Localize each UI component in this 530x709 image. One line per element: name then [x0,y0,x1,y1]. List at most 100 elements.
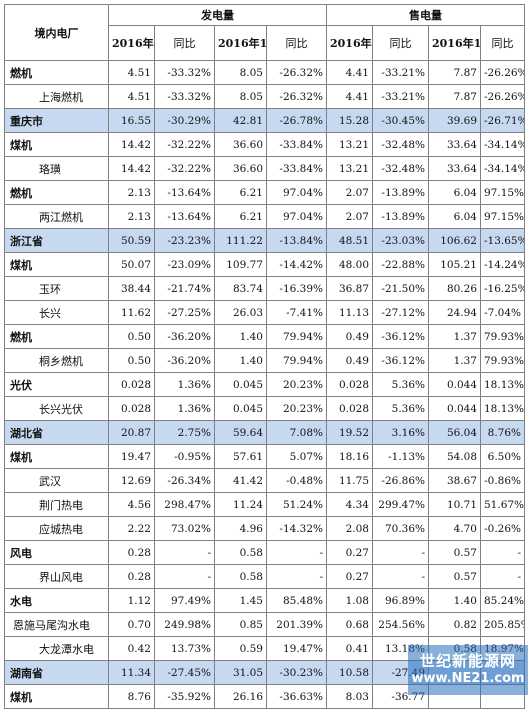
value-cell: 19.52 [326,420,373,445]
value-cell: 8.05 [214,60,267,85]
plant-name-cell: 浙江省 [4,228,109,253]
value-cell: -0.86% [480,468,525,493]
table-body: 燃机 4.51 -33.32% 8.05 -26.32% 4.41 -33.21% 7.87-… [4,60,525,709]
plant-name-cell: 燃机 [4,60,109,85]
value-cell: 5.36% [372,372,429,397]
value-cell: 79.94% [266,324,327,349]
plant-name-cell: 湖北省 [4,420,109,445]
table-row: 应城热电 2.22 73.02% 4.96 -14.32% 2.08 70.36% 4.70-… [4,516,525,541]
plant-name-cell: 荆门热电 [4,492,109,517]
value-cell: 85.24% [480,588,525,613]
value-cell: -33.21% [372,84,429,109]
value-cell: 0.85 [214,612,267,637]
value-cell: 51.24% [266,492,327,517]
value-cell: 97.04% [266,180,327,205]
value-cell: 1.40 [214,324,267,349]
value-cell: 6.21 [214,204,267,229]
table-row: 恩施马尾沟水电 0.70 249.98% 0.85 201.39% 0.68 254.56%… [4,612,525,637]
plant-name-cell: 燃机 [4,324,109,349]
value-cell: -1.13% [372,444,429,469]
value-cell: 83.74 [214,276,267,301]
table-row: 荆门热电 4.56 298.47% 11.24 51.24% 4.34 299.47% 10.… [4,492,525,517]
value-cell: 26.03 [214,300,267,325]
value-cell: 0.70 [108,612,155,637]
value-cell: 11.75 [326,468,373,493]
value-cell: -0.48% [266,468,327,493]
table-row: 煤机 19.47 -0.95% 57.61 5.07% 18.16 -1.13% 54.08 6… [4,444,525,469]
value-cell: -32.22% [154,132,215,157]
value-cell: 36.87 [326,276,373,301]
value-cell: -36.20% [154,324,215,349]
plant-name-cell: 武汉 [4,468,109,493]
value-cell: 0.044 [428,372,481,397]
value-cell: 50.59 [108,228,155,253]
value-cell: 39.69 [428,108,481,133]
plant-name-cell: 水电 [4,588,109,613]
value-cell: 5.07% [266,444,327,469]
table-row: 煤机 50.07 -23.09% 109.77 -14.42% 48.00 -22.88% 1… [4,252,525,277]
value-cell: 4.51 [108,84,155,109]
value-cell: - [154,564,215,589]
value-cell: 0.49 [326,348,373,373]
value-cell: 4.41 [326,60,373,85]
value-cell: 1.37 [428,324,481,349]
value-cell: 0.41 [326,636,373,661]
value-cell: 1.12 [108,588,155,613]
value-cell: 13.21 [326,156,373,181]
value-cell: 85.48% [266,588,327,613]
value-cell: 0.49 [326,324,373,349]
value-cell: 1.36% [154,396,215,421]
value-cell: 1.45 [214,588,267,613]
sub-header: 2016年1-6月 [428,25,481,61]
plant-name-cell: 风电 [4,540,109,565]
value-cell: 18.13% [480,396,525,421]
value-cell: 0.58 [214,564,267,589]
plant-name-cell: 煤机 [4,252,109,277]
sub-header: 同比 [154,25,215,61]
plant-name-cell: 珞璜 [4,156,109,181]
table-row: 两江燃机 2.13 -13.64% 6.21 97.04% 2.07 -13.89% 6.04… [4,204,525,229]
value-cell: -14.24% [480,252,525,277]
table-row: 桐乡燃机 0.50 -36.20% 1.40 79.94% 0.49 -36.12% 1.37… [4,348,525,373]
value-cell: -13.65% [480,228,525,253]
value-cell: -0.95% [154,444,215,469]
value-cell: 48.51 [326,228,373,253]
value-cell: -33.32% [154,60,215,85]
value-cell: 0.028 [108,372,155,397]
value-cell: -23.09% [154,252,215,277]
watermark-logo: 世纪新能源网 www.NE21.com [408,645,528,695]
value-cell: -26.34% [154,468,215,493]
value-cell: 2.13 [108,180,155,205]
plant-name-cell: 长兴 [4,300,109,325]
value-cell: 298.47% [154,492,215,517]
value-cell: 1.36% [154,372,215,397]
value-cell: 51.67% [480,492,525,517]
value-cell: 0.028 [326,396,373,421]
value-cell: 0.42 [108,636,155,661]
table-row: 煤机 14.42 -32.22% 36.60 -33.84% 13.21 -32.48% 33… [4,132,525,157]
table-row: 重庆市 16.55 -30.29% 42.81 -26.78% 15.28 -30.45% 3… [4,108,525,133]
plant-name-cell: 桐乡燃机 [4,348,109,373]
value-cell: 0.58 [214,540,267,565]
value-cell: -14.32% [266,516,327,541]
value-cell: -30.23% [266,660,327,685]
sub-header: 2016年4-6月 [108,25,155,61]
value-cell: 4.70 [428,516,481,541]
value-cell: -14.42% [266,252,327,277]
sub-header: 2016年4-6月 [326,25,373,61]
value-cell: 18.13% [480,372,525,397]
value-cell: 14.42 [108,132,155,157]
generation-group-header: 发电量 [108,4,327,26]
value-cell: -13.84% [266,228,327,253]
plant-name-cell: 应城热电 [4,516,109,541]
value-cell: -7.04% [480,300,525,325]
power-generation-table: 境内电厂 发电量 售电量 2016年4-6月 同比 2016年1-6月 同比 2… [4,4,525,709]
table-row: 武汉 12.69 -26.34% 41.42 -0.48% 11.75 -26.86% 38.… [4,468,525,493]
value-cell: 18.16 [326,444,373,469]
plant-name-cell: 重庆市 [4,108,109,133]
value-cell: 249.98% [154,612,215,637]
value-cell: -26.26% [480,60,525,85]
value-cell: 0.028 [108,396,155,421]
table-row: 上海燃机 4.51 -33.32% 8.05 -26.32% 4.41 -33.21% 7.8… [4,84,525,109]
value-cell: 2.13 [108,204,155,229]
